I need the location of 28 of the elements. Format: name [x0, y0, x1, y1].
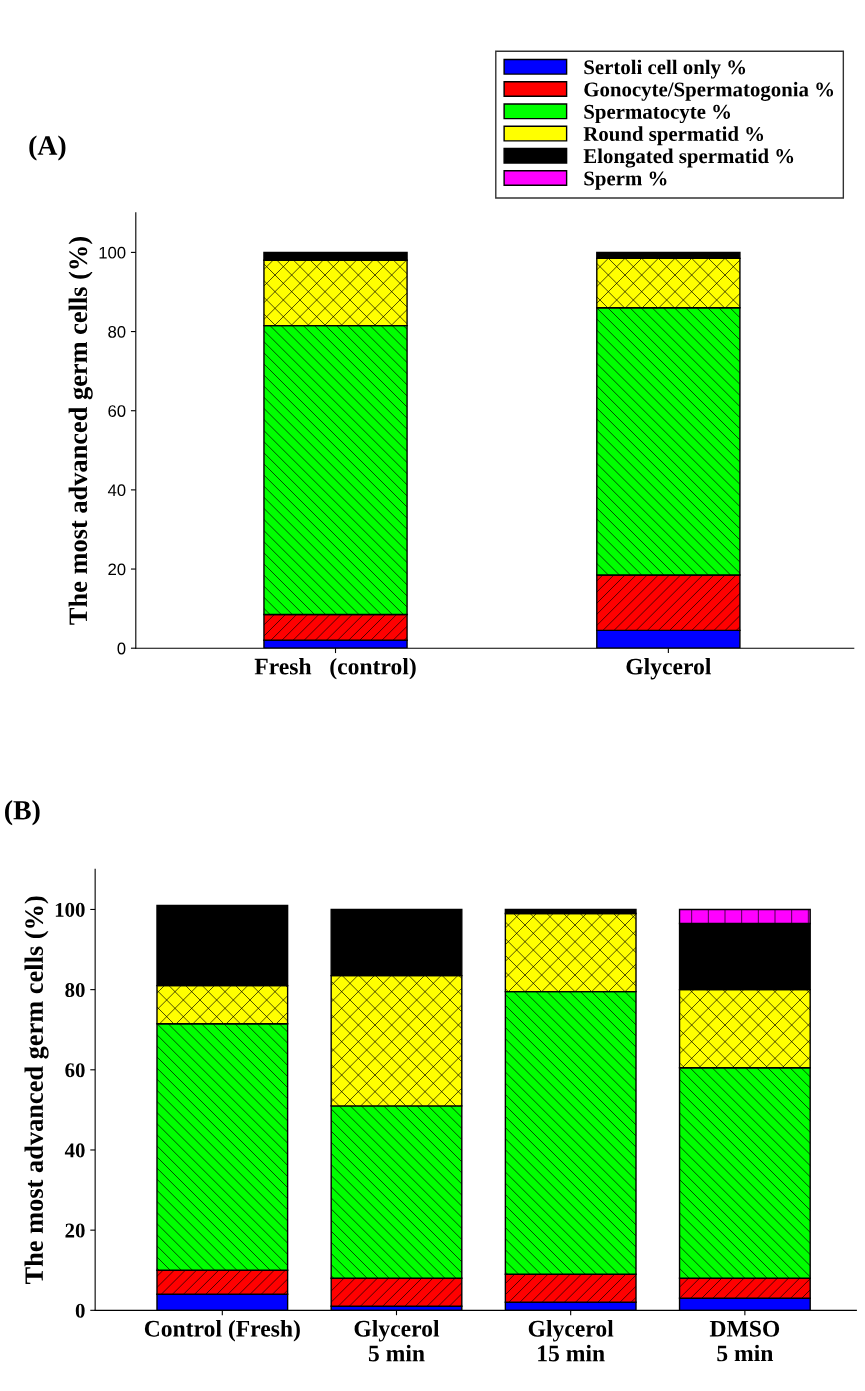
legend-label: Round spermatid % [583, 126, 764, 146]
legend-label: Spermatocyte % [584, 104, 731, 124]
y-axis-title: The most advanced germ cells (%) [68, 237, 93, 625]
x-tick-label: Fresh (control) [254, 657, 416, 680]
y-tick-label: 100 [99, 246, 126, 259]
x-tick-label: DMSO 5 min [709, 1320, 780, 1362]
x-tick-label: Glycerol [626, 657, 712, 680]
y-tick-label: 100 [55, 902, 85, 917]
y-tick-label: 0 [75, 1303, 85, 1318]
chart-title: (B) [5, 800, 40, 826]
x-tick-label: Glycerol 5 min [354, 1320, 440, 1362]
y-tick-label: 60 [108, 405, 126, 417]
y-tick-label: 40 [107, 484, 126, 497]
y-tick-label: 60 [65, 1063, 85, 1078]
y-tick-label: 40 [64, 1143, 85, 1158]
y-tick-label: 0 [117, 642, 126, 655]
y-tick-label: 20 [108, 563, 126, 576]
x-tick-label: Glycerol 15 min [528, 1320, 614, 1362]
y-axis-title: The most advanced germ cells (%) [24, 896, 49, 1285]
legend-label: Sertoli cell only % [584, 59, 746, 79]
chart-title: (A) [29, 135, 66, 161]
y-tick-label: 20 [65, 1223, 85, 1238]
y-tick-label: 80 [65, 983, 85, 998]
legend-label: Sperm % [584, 171, 667, 190]
x-tick-label: Control (Fresh) [144, 1320, 300, 1342]
y-tick-label: 80 [108, 325, 126, 338]
legend-label: Elongated spermatid % [583, 148, 794, 168]
legend-label: Gonocyte/Spermatogonia % [584, 81, 834, 101]
